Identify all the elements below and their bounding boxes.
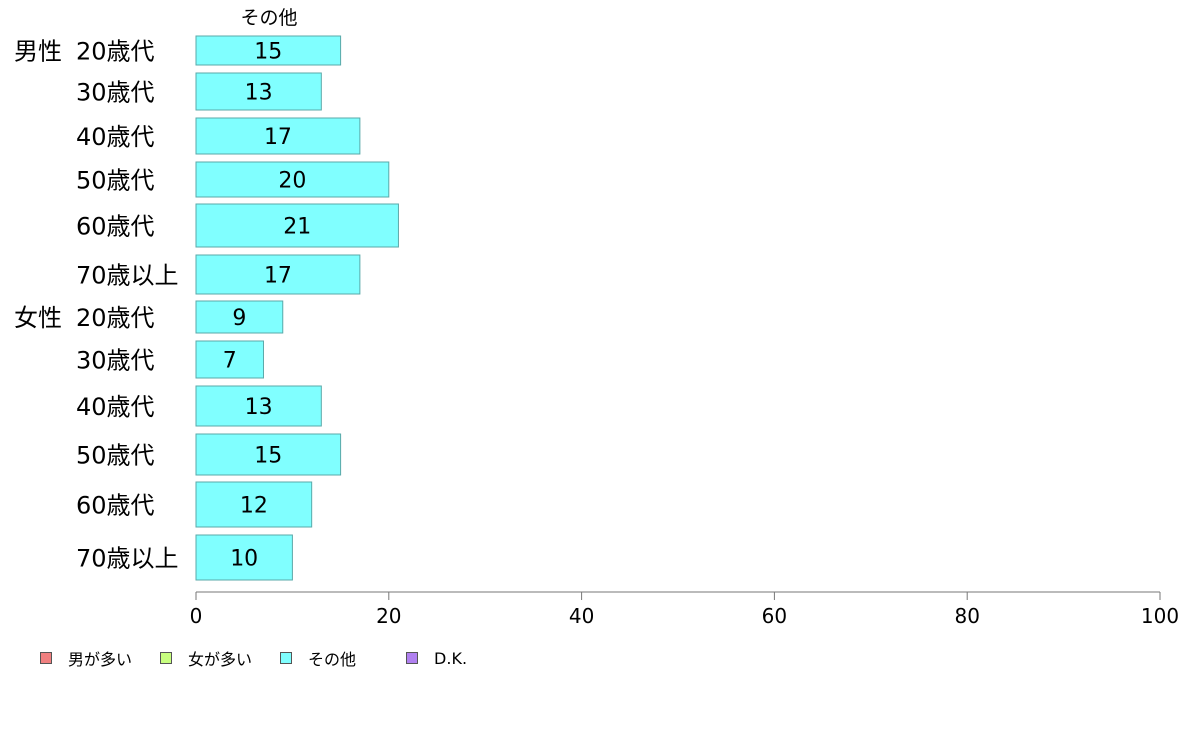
legend-swatch <box>406 652 419 664</box>
x-tick-label: 100 <box>1141 604 1179 628</box>
legend-swatch <box>160 652 173 664</box>
legend-item-male-more: 男が多い <box>40 646 132 670</box>
legend-label: 男が多い <box>68 650 133 669</box>
bar-value-label: 21 <box>283 215 311 240</box>
x-tick-label: 20 <box>376 604 401 628</box>
category-label: 50歳代 <box>76 442 155 470</box>
x-tick-label: 80 <box>954 604 979 628</box>
legend: 男が多い 女が多い その他 D.K. <box>40 646 495 670</box>
category-label: 70歳以上 <box>76 262 179 290</box>
category-label: 20歳代 <box>76 304 155 332</box>
bar-value-label: 7 <box>223 349 237 374</box>
legend-item-female-more: 女が多い <box>160 646 252 670</box>
series-label: その他 <box>240 7 297 29</box>
group-label: 女性 <box>14 304 62 332</box>
bar <box>195 254 361 295</box>
bar-value-label: 17 <box>264 264 292 289</box>
legend-swatch <box>40 652 52 664</box>
category-label: 40歳代 <box>76 123 155 151</box>
bar-value-label: 10 <box>230 547 258 572</box>
category-label: 20歳代 <box>76 38 155 66</box>
bar <box>195 35 342 66</box>
bar <box>195 385 322 427</box>
bar-value-label: 15 <box>254 444 282 469</box>
bar-chart: その他1520歳代男性1330歳代1740歳代2050歳代2160歳代1770歳… <box>14 7 1179 628</box>
legend-label: 女が多い <box>188 650 253 669</box>
bar-value-label: 20 <box>278 169 306 194</box>
bar-value-label: 13 <box>245 395 273 420</box>
bar <box>195 117 361 155</box>
group-label: 男性 <box>14 38 62 66</box>
bar <box>195 300 284 334</box>
category-label: 70歳以上 <box>76 545 179 573</box>
x-tick-label: 40 <box>569 604 594 628</box>
bar <box>195 340 264 379</box>
category-label: 30歳代 <box>76 347 155 375</box>
legend-item-dk: D.K. <box>406 649 467 668</box>
bar-value-label: 12 <box>240 494 268 519</box>
bar <box>195 161 390 198</box>
bar <box>195 534 293 581</box>
x-tick-label: 60 <box>762 604 787 628</box>
bar <box>195 203 399 248</box>
legend-swatch <box>280 652 293 664</box>
category-label: 40歳代 <box>76 393 155 421</box>
bar <box>195 433 342 476</box>
legend-item-other: その他 <box>280 646 356 670</box>
category-label: 50歳代 <box>76 167 155 195</box>
legend-label: D.K. <box>434 648 468 668</box>
category-label: 60歳代 <box>76 213 155 241</box>
bar-value-label: 15 <box>254 40 282 65</box>
bar <box>195 72 322 111</box>
bar-value-label: 13 <box>245 81 273 106</box>
x-tick-label: 0 <box>190 604 203 628</box>
bar-value-label: 17 <box>264 125 292 150</box>
category-label: 30歳代 <box>76 79 155 107</box>
bar-value-label: 9 <box>232 306 246 331</box>
category-label: 60歳代 <box>76 492 155 520</box>
bar <box>195 481 313 528</box>
legend-label: その他 <box>308 650 357 669</box>
